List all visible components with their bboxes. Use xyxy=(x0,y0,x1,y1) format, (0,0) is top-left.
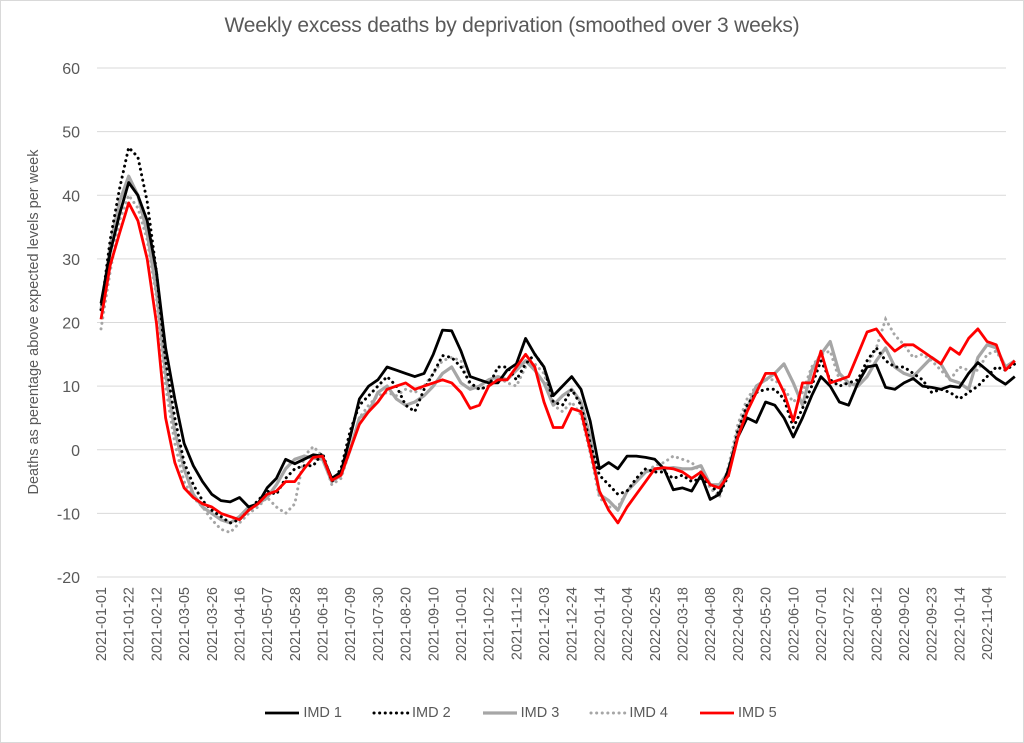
x-tick-label: 2021-01-01 xyxy=(94,587,110,661)
x-tick-label: 2022-07-01 xyxy=(814,587,830,661)
y-tick-label: 60 xyxy=(62,61,80,78)
legend-item: IMD 2 xyxy=(372,705,451,721)
y-tick-label: -20 xyxy=(57,570,80,587)
x-tick-label: 2021-08-20 xyxy=(399,587,415,661)
x-tick-label: 2021-12-24 xyxy=(565,587,581,661)
y-tick-label: 20 xyxy=(62,316,80,333)
x-tick-label: 2021-07-30 xyxy=(371,587,387,661)
legend-swatch xyxy=(700,711,734,715)
x-tick-label: 2022-05-20 xyxy=(759,587,775,661)
x-tick-label: 2021-10-22 xyxy=(482,587,498,661)
legend-label: IMD 2 xyxy=(411,705,451,721)
x-tick-label: 2021-02-12 xyxy=(149,587,165,661)
legend-swatch xyxy=(482,711,517,715)
x-tick-label: 2022-02-04 xyxy=(620,587,636,661)
y-tick-labels: -20 -10 0 10 20 30 40 50 60 xyxy=(57,61,80,587)
x-tick-label: 2022-08-12 xyxy=(869,587,885,661)
x-tick-label: 2021-03-05 xyxy=(177,587,193,661)
x-tick-label: 2021-09-10 xyxy=(426,587,442,661)
x-tick-label: 2022-02-25 xyxy=(648,587,664,661)
x-tick-label: 2021-11-12 xyxy=(509,587,525,660)
series-line-imd-4 xyxy=(99,192,1017,535)
legend-item: IMD 5 xyxy=(698,705,777,721)
x-tick-label: 2021-03-26 xyxy=(205,587,221,661)
x-tick-label: 2022-03-18 xyxy=(675,587,691,661)
x-tick-label: 2022-09-02 xyxy=(897,587,913,661)
series-line-imd-2 xyxy=(99,144,1017,525)
legend-label: IMD 1 xyxy=(303,705,342,721)
x-tick-label: 2021-01-22 xyxy=(122,587,138,661)
y-tick-label: 10 xyxy=(62,379,80,396)
legend-item: IMD 4 xyxy=(589,705,668,721)
x-tick-label: 2022-06-10 xyxy=(786,587,802,661)
legend-swatch xyxy=(372,711,410,715)
x-tick-label: 2022-04-29 xyxy=(731,587,747,661)
series-lines xyxy=(99,144,1017,535)
y-tick-label: 40 xyxy=(62,188,80,205)
legend-item: IMD 3 xyxy=(481,705,560,721)
x-tick-label: 2022-04-08 xyxy=(703,587,719,661)
y-tick-label: 50 xyxy=(62,125,80,142)
x-tick-label: 2022-09-23 xyxy=(925,587,941,661)
x-tick-label: 2021-10-01 xyxy=(454,587,470,661)
x-tick-label: 2022-01-14 xyxy=(592,587,608,661)
y-tick-label: 0 xyxy=(71,443,80,460)
y-tick-label: 30 xyxy=(62,252,80,269)
legend-item: IMD 1 xyxy=(263,705,342,721)
legend-label: IMD 5 xyxy=(738,705,777,721)
chart-title: Weekly excess deaths by deprivation (smo… xyxy=(224,14,800,37)
x-tick-label: 2021-05-07 xyxy=(260,587,276,661)
legend-label: IMD 4 xyxy=(629,705,668,721)
x-tick-labels: 2021-01-01 2021-01-22 2021-02-12 2021-03-05… xyxy=(94,587,996,661)
legend-swatch xyxy=(589,711,627,715)
x-tick-label: 2021-12-03 xyxy=(537,587,553,661)
y-tick-label: -10 xyxy=(57,506,80,523)
x-tick-label: 2021-07-09 xyxy=(343,587,359,661)
x-tick-label: 2021-05-28 xyxy=(288,587,304,661)
x-tick-label: 2021-06-18 xyxy=(316,587,332,661)
x-tick-label: 2022-10-14 xyxy=(952,587,968,661)
legend-swatch xyxy=(265,711,300,715)
x-tick-label: 2022-07-22 xyxy=(842,587,858,661)
x-tick-label: 2022-11-04 xyxy=(980,587,996,660)
series-line-imd-5 xyxy=(99,201,1016,525)
legend-label: IMD 3 xyxy=(520,705,560,721)
x-tick-label: 2021-04-16 xyxy=(232,587,248,661)
legend: IMD 1 IMD 2 IMD 3 IMD 4 IMD 5 xyxy=(0,705,1024,721)
